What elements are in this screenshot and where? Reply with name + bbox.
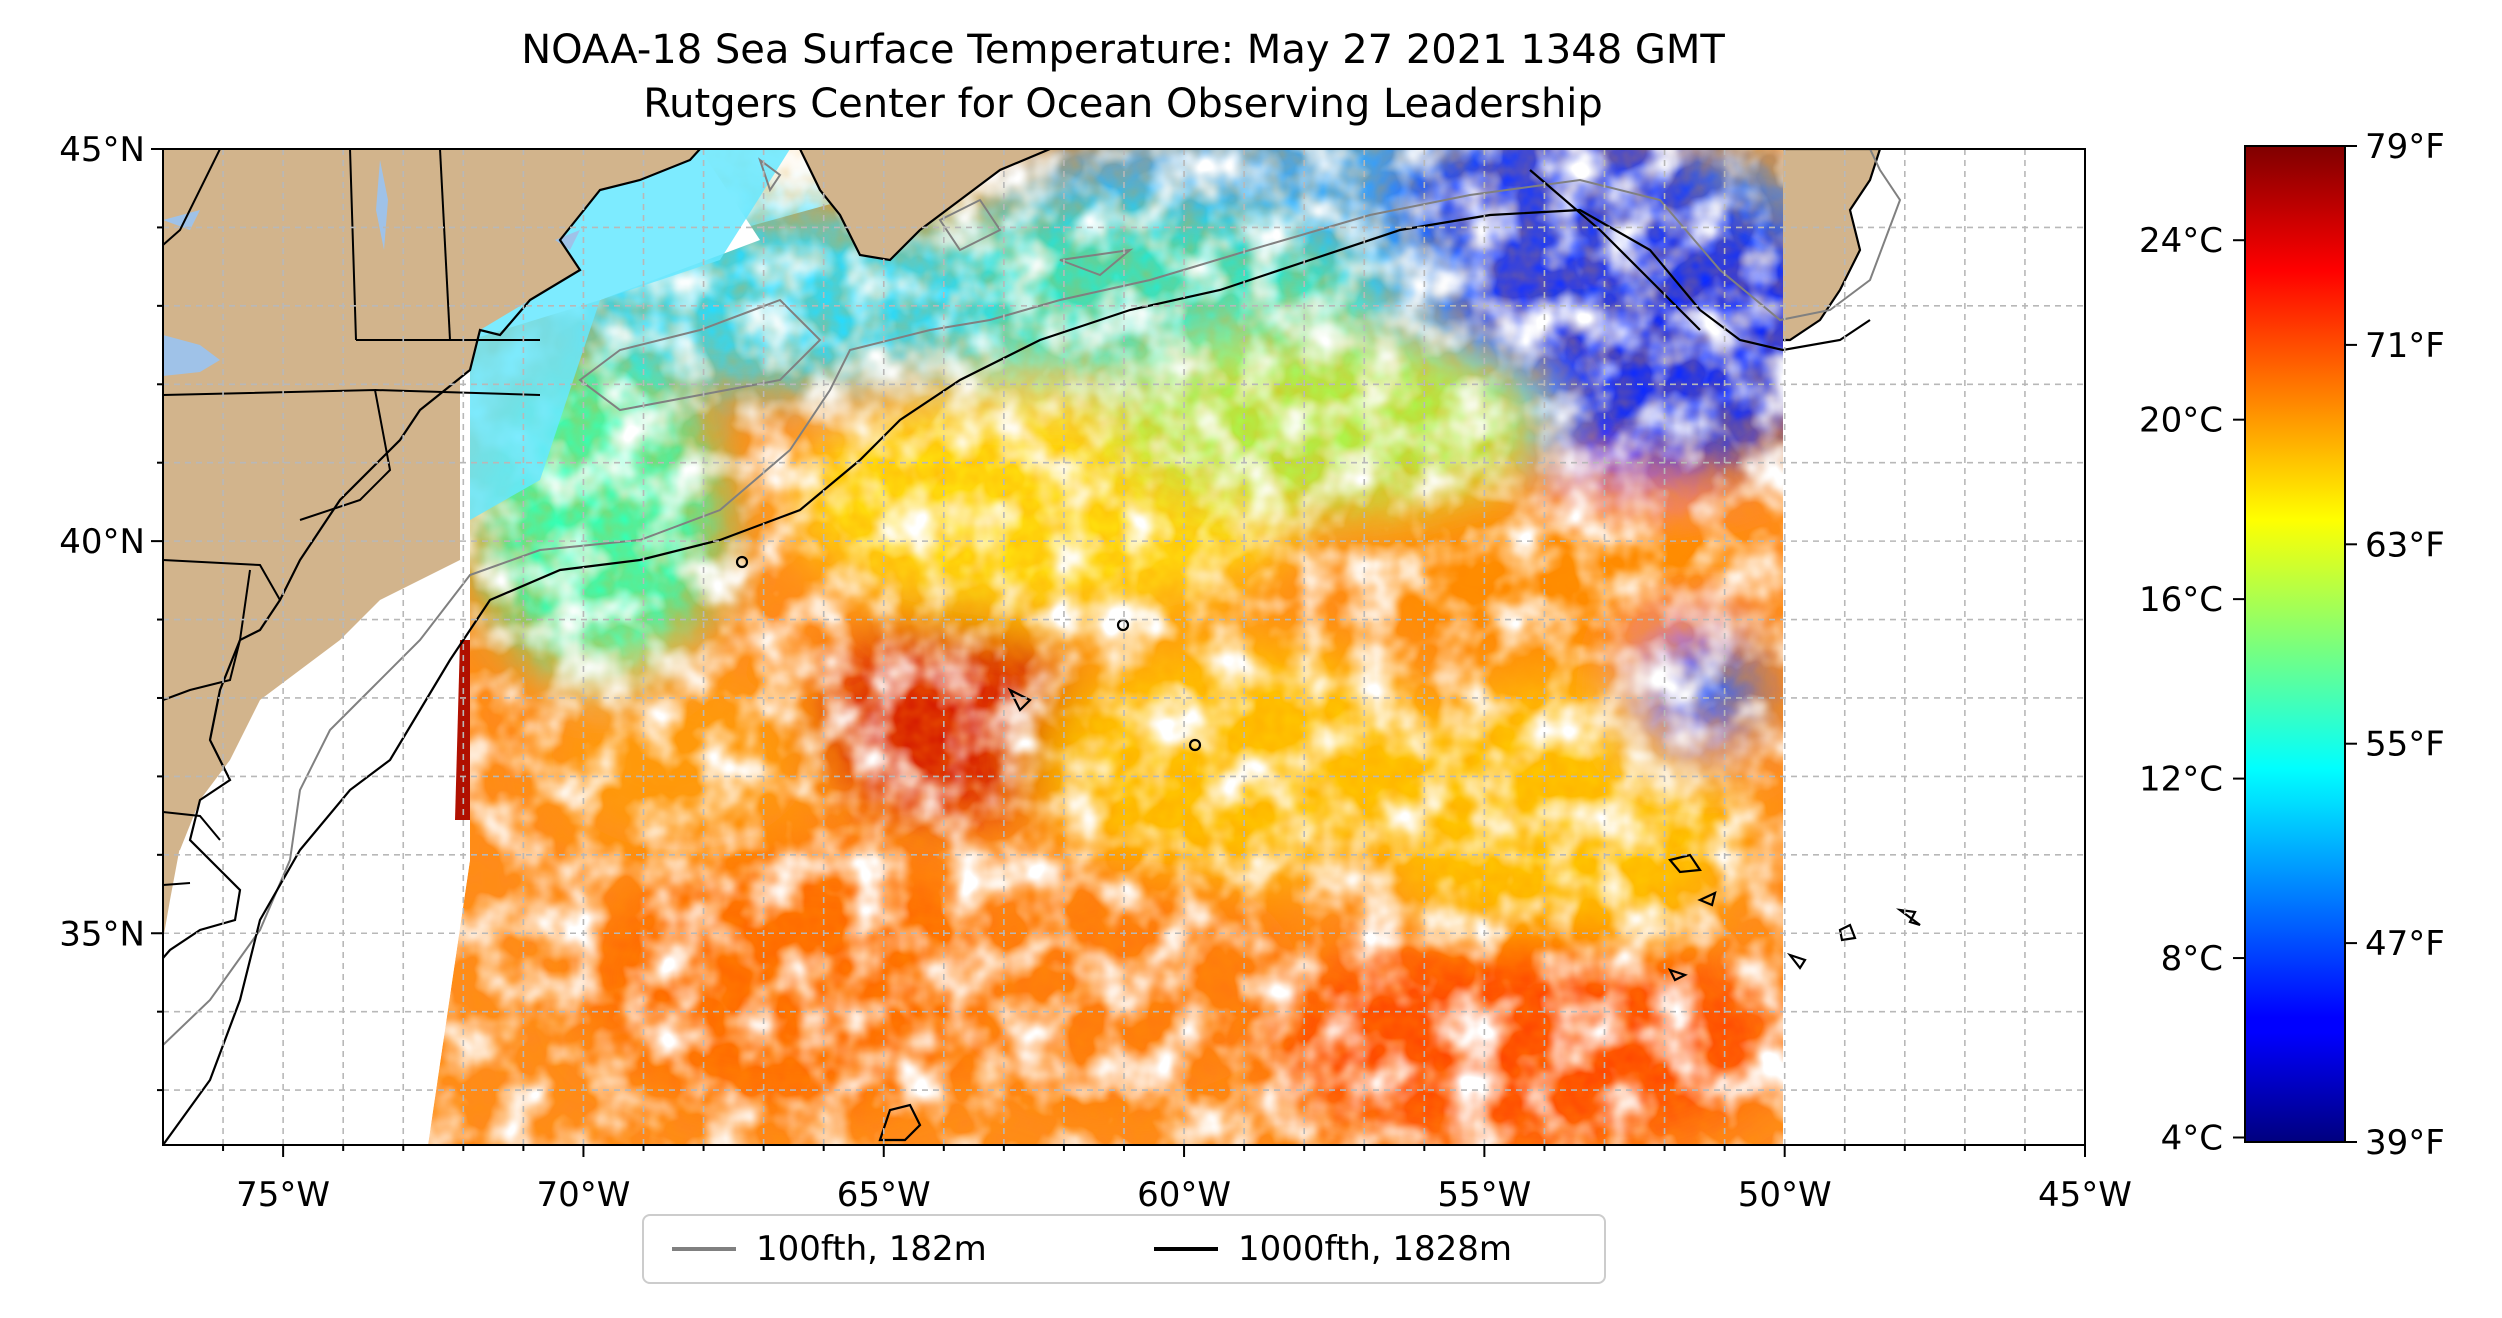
coastline <box>163 149 1882 959</box>
colorbar-fahrenheit-label: 39°F <box>2365 1123 2445 1163</box>
lat-tick-label: 45°N <box>59 130 145 170</box>
colorbar-celsius-label: 8°C <box>2161 939 2223 979</box>
colorbar-celsius-ticks: 4°C 8°C 12°C 16°C 20°C 24°C <box>2139 221 2245 1159</box>
map-subtitle: Rutgers Center for Ocean Observing Leade… <box>643 81 1603 127</box>
colorbar-celsius-label: 20°C <box>2139 401 2223 441</box>
map-title: NOAA-18 Sea Surface Temperature: May 27 … <box>521 27 1725 73</box>
lon-tick-label: 50°W <box>1738 1175 1832 1215</box>
lat-tick-label: 35°N <box>59 914 145 954</box>
legend-swatch-1000fth <box>1154 1247 1218 1251</box>
longitude-tick-labels: 75°W 70°W 65°W 60°W 55°W 50°W 45°W <box>236 1175 2132 1215</box>
colorbar-celsius-label: 4°C <box>2161 1119 2223 1159</box>
colorbar-fahrenheit-ticks: 39°F 47°F 55°F 63°F 71°F 79°F <box>2345 127 2445 1163</box>
colorbar-fahrenheit-label: 55°F <box>2365 725 2445 765</box>
gridlines <box>163 149 2085 1145</box>
legend-item-100fth: 100fth, 182m <box>672 1216 987 1282</box>
colorbar-gradient <box>2245 146 2345 1142</box>
legend-label-1000fth: 1000fth, 1828m <box>1238 1229 1513 1269</box>
legend-swatch-100fth <box>672 1247 736 1251</box>
isobath-100fth <box>163 149 1902 1046</box>
lon-tick-label: 55°W <box>1437 1175 1531 1215</box>
colorbar-frame <box>2244 145 2346 1143</box>
legend-item-1000fth: 1000fth, 1828m <box>1154 1216 1512 1282</box>
latitude-tick-labels: 45°N 40°N 35°N <box>59 130 145 954</box>
colorbar-fahrenheit-label: 79°F <box>2365 127 2445 167</box>
land <box>163 149 1880 940</box>
map-plot-area <box>163 149 2085 1145</box>
lon-tick-label: 60°W <box>1137 1175 1231 1215</box>
isobath-legend: 100fth, 182m 1000fth, 1828m <box>642 1214 1606 1284</box>
colorbar-fahrenheit-label: 71°F <box>2365 326 2445 366</box>
colorbar-celsius-label: 16°C <box>2139 580 2223 620</box>
colorbar-celsius-label: 24°C <box>2139 221 2223 261</box>
lon-tick-label: 45°W <box>2038 1175 2132 1215</box>
colorbar-fahrenheit-label: 63°F <box>2365 525 2445 565</box>
colorbar: 4°C 8°C 12°C 16°C 20°C 24°C 39°F 47°F 55°F 63°F 7… <box>2139 127 2445 1163</box>
lon-tick-label: 65°W <box>837 1175 931 1215</box>
legend-label-100fth: 100fth, 182m <box>756 1229 987 1269</box>
colorbar-celsius-label: 12°C <box>2139 760 2223 800</box>
frame-ticks <box>151 148 2086 1157</box>
isobath-1000fth <box>163 169 1921 1145</box>
lat-tick-label: 40°N <box>59 522 145 562</box>
lon-tick-label: 75°W <box>236 1175 330 1215</box>
state-borders <box>163 149 541 886</box>
colorbar-fahrenheit-label: 47°F <box>2365 924 2445 964</box>
lon-tick-label: 70°W <box>536 1175 630 1215</box>
